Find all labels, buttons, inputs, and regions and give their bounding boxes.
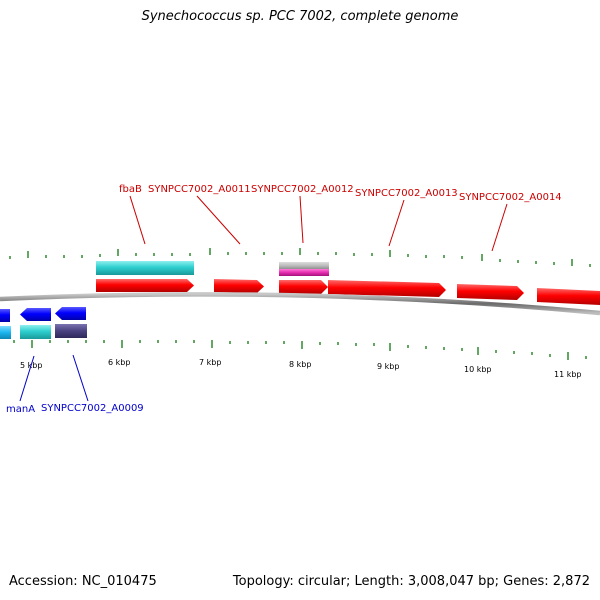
gene-label-fbaB[interactable]: fbaB — [119, 184, 142, 195]
scale-label-10kbp: 10 kbp — [464, 365, 492, 374]
reverse-label-lines — [19, 354, 89, 402]
scale-label-11kbp: 11 kbp — [554, 370, 582, 379]
reverse-feature-cyan[interactable] — [20, 325, 51, 339]
forward-label-lines — [129, 195, 508, 252]
scale-label-7kbp: 7 kbp — [199, 358, 221, 367]
forward-feature-pink[interactable] — [279, 269, 329, 276]
lower-tick-marks — [13, 340, 587, 360]
gene-arrow-next[interactable] — [537, 288, 600, 305]
scale-label-9kbp: 9 kbp — [377, 362, 399, 371]
scale-label-8kbp: 8 kbp — [289, 360, 311, 369]
upper-tick-marks — [9, 248, 591, 267]
gene-arrow-manA[interactable] — [20, 308, 51, 321]
genome-summary-text: Topology: circular; Length: 3,008,047 bp… — [232, 574, 590, 589]
gene-arrow-SYNPCC7002_A0009[interactable] — [55, 307, 86, 320]
gene-label-SYNPCC7002_A0009[interactable]: SYNPCC7002_A0009 — [41, 403, 144, 414]
gene-arrow-fbaB[interactable] — [96, 279, 194, 292]
gene-arrow-SYNPCC7002_A0011[interactable] — [214, 279, 264, 293]
gene-arrow-reverse-partial[interactable] — [0, 309, 10, 322]
scale-label-6kbp: 6 kbp — [108, 358, 130, 367]
scale-labels: 5 kbp 6 kbp 7 kbp 8 kbp 9 kbp 10 kbp 11 … — [20, 358, 582, 379]
gene-arrow-SYNPCC7002_A0013[interactable] — [328, 280, 446, 297]
reverse-feature-cyan-partial[interactable] — [0, 326, 11, 339]
genome-backbone — [0, 292, 600, 316]
map-title: Synechococcus sp. PCC 7002, complete gen… — [141, 9, 459, 24]
gene-label-SYNPCC7002_A0011[interactable]: SYNPCC7002_A0011 — [148, 184, 251, 195]
gene-arrow-SYNPCC7002_A0012[interactable] — [279, 280, 328, 294]
forward-feature-cyan[interactable] — [96, 261, 194, 275]
reverse-feature-slate[interactable] — [55, 324, 87, 338]
gene-label-manA[interactable]: manA — [6, 404, 35, 415]
gene-label-SYNPCC7002_A0014[interactable]: SYNPCC7002_A0014 — [459, 192, 562, 203]
accession-text: Accession: NC_010475 — [9, 574, 157, 589]
gene-label-SYNPCC7002_A0012[interactable]: SYNPCC7002_A0012 — [251, 184, 354, 195]
forward-feature-gray[interactable] — [279, 262, 329, 269]
gene-label-SYNPCC7002_A0013[interactable]: SYNPCC7002_A0013 — [355, 188, 458, 199]
gene-arrow-SYNPCC7002_A0014[interactable] — [457, 284, 524, 300]
